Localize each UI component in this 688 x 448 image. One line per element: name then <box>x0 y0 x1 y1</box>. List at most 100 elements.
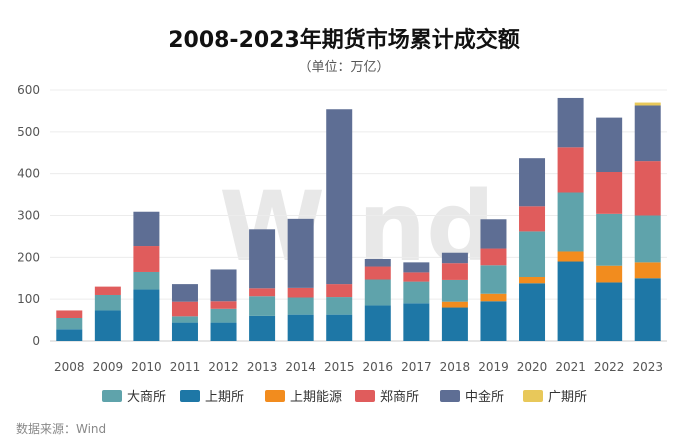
x-tick-label: 2010 <box>131 360 162 374</box>
bar-segment <box>94 310 121 341</box>
bar-segment <box>480 293 507 302</box>
bar-segment <box>403 303 430 341</box>
bar-segment <box>519 231 546 277</box>
legend-swatch <box>180 390 200 402</box>
x-tick-label: 2012 <box>208 360 239 374</box>
legend-label: 郑商所 <box>380 390 419 405</box>
legend-swatch <box>355 390 375 402</box>
bar-segment <box>171 322 198 341</box>
bar-segment <box>403 272 430 282</box>
data-source: 数据来源：Wind <box>16 422 107 436</box>
y-tick-label: 500 <box>17 125 40 139</box>
bar-segment <box>94 286 121 295</box>
x-tick-label: 2023 <box>632 360 663 374</box>
x-tick-label: 2014 <box>285 360 316 374</box>
bar-segment <box>56 317 83 330</box>
legend-swatch <box>440 390 460 402</box>
bar-segment <box>94 294 121 311</box>
y-tick-label: 400 <box>17 167 40 181</box>
bar-segment <box>519 206 546 232</box>
bar-segment <box>634 161 661 216</box>
bar-segment <box>441 279 468 302</box>
bar-segment <box>133 289 160 341</box>
x-tick-label: 2022 <box>594 360 625 374</box>
bar-segment <box>634 262 661 279</box>
bar-segment <box>557 261 584 341</box>
bar-segment <box>56 310 83 318</box>
bar-segment <box>441 263 468 280</box>
legend-swatch <box>265 390 285 402</box>
bar-segment <box>210 269 237 302</box>
bar-segment <box>287 297 314 315</box>
bar-segment <box>171 284 198 302</box>
bar-segment <box>326 109 353 285</box>
bar-segment <box>210 322 237 341</box>
bar-segment <box>249 288 276 297</box>
legend-swatch <box>102 390 122 402</box>
chart-subtitle: （单位：万亿） <box>298 60 390 75</box>
bar-segment <box>364 266 391 280</box>
bar-segment <box>210 301 237 309</box>
x-tick-label: 2018 <box>440 360 471 374</box>
bar-segment <box>249 296 276 316</box>
x-axis: 2008 2009 2010 2011 2012 2013 2014 2015 2016 2017… <box>54 360 663 374</box>
x-tick-label: 2011 <box>170 360 201 374</box>
legend: 大商所 上期所 上期能源 郑商所 中金所 广期所 <box>102 389 587 405</box>
bar-segment <box>596 213 623 266</box>
bar-segment <box>326 314 353 341</box>
legend-label: 上期能源 <box>290 390 342 405</box>
x-tick-label: 2013 <box>247 360 278 374</box>
bar-segment <box>364 305 391 341</box>
bar-segment <box>519 158 546 207</box>
bar-segment <box>441 252 468 264</box>
bar-segment <box>557 192 584 252</box>
bar-segment <box>557 251 584 262</box>
bar-segment <box>557 97 584 148</box>
x-tick-label: 2008 <box>54 360 85 374</box>
legend-label: 上期所 <box>205 390 244 405</box>
bar-segment <box>171 316 198 323</box>
x-tick-label: 2021 <box>555 360 586 374</box>
bar-segment <box>596 171 623 214</box>
bar-segment <box>364 259 391 267</box>
bars <box>56 97 661 341</box>
bar-segment <box>480 219 507 249</box>
bar-segment <box>171 301 198 317</box>
bar-segment <box>287 314 314 341</box>
y-tick-label: 600 <box>17 83 40 97</box>
bar-segment <box>210 308 237 323</box>
y-axis: 0 100 200 300 400 500 600 <box>17 83 40 348</box>
bar-segment <box>56 329 83 341</box>
bar-segment <box>364 279 391 306</box>
bar-segment <box>441 307 468 341</box>
x-tick-label: 2016 <box>363 360 394 374</box>
bar-segment <box>634 105 661 162</box>
bar-segment <box>634 278 661 341</box>
x-tick-label: 2017 <box>401 360 432 374</box>
bar-segment <box>480 265 507 294</box>
chart-title: 2008-2023年期货市场累计成交额 <box>168 28 520 53</box>
bar-segment <box>133 211 160 247</box>
x-tick-label: 2009 <box>93 360 124 374</box>
x-tick-label: 2019 <box>478 360 509 374</box>
bar-segment <box>634 215 661 263</box>
bar-segment <box>326 297 353 315</box>
bar-segment <box>249 315 276 341</box>
x-tick-label: 2020 <box>517 360 548 374</box>
bar-segment <box>133 271 160 290</box>
bar-segment <box>596 265 623 283</box>
y-tick-label: 100 <box>17 292 40 306</box>
legend-label: 大商所 <box>127 390 166 405</box>
y-tick-label: 300 <box>17 209 40 223</box>
bar-segment <box>326 284 353 298</box>
bar-segment <box>133 246 160 272</box>
bar-segment <box>287 287 314 298</box>
x-tick-label: 2015 <box>324 360 355 374</box>
bar-segment <box>403 281 430 304</box>
bar-segment <box>403 262 430 273</box>
bar-segment <box>287 218 314 288</box>
bar-segment <box>596 282 623 341</box>
bar-segment <box>480 301 507 341</box>
bar-segment <box>557 147 584 193</box>
